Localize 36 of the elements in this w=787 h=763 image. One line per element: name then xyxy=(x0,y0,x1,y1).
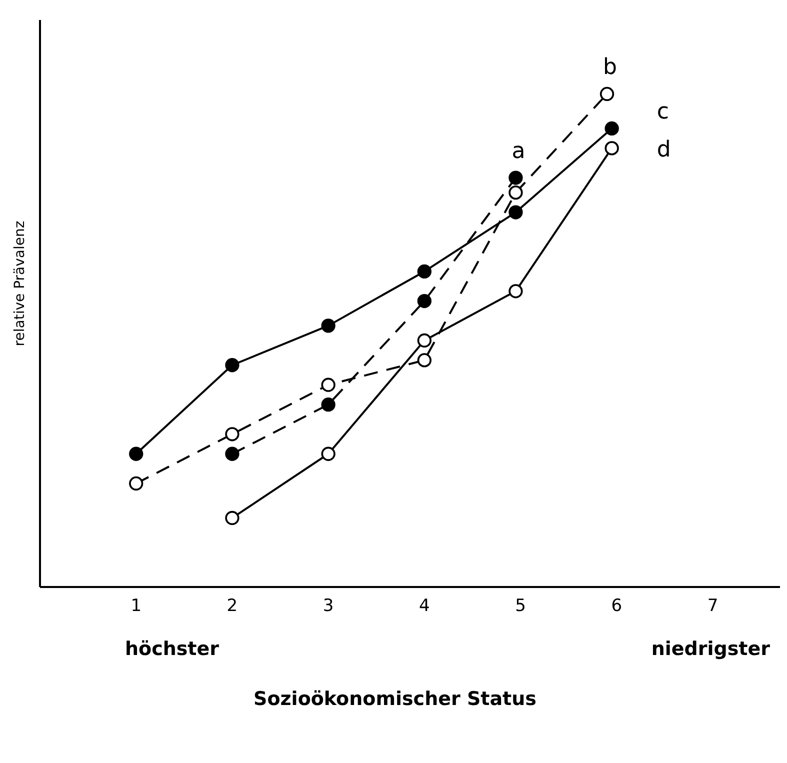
series-label: b xyxy=(603,54,617,80)
point xyxy=(417,333,432,348)
point xyxy=(508,284,523,298)
point xyxy=(417,353,432,368)
point xyxy=(225,358,240,372)
point xyxy=(321,378,336,392)
point xyxy=(604,121,619,136)
x-tick-label: 7 xyxy=(707,596,718,616)
text: niedrigster xyxy=(651,638,771,660)
x-tick-label: 4 xyxy=(419,596,430,616)
point xyxy=(129,446,144,461)
point xyxy=(508,205,523,220)
x-tick-label: 2 xyxy=(226,596,238,616)
point xyxy=(321,318,336,333)
point xyxy=(600,86,614,102)
x-axis-title: Sozioökonomischer Status xyxy=(254,688,536,710)
point xyxy=(604,141,619,156)
point xyxy=(417,294,432,308)
y-axis-title: relative Prävalenz xyxy=(12,220,28,346)
series-label: d xyxy=(656,137,671,162)
point xyxy=(225,446,240,461)
point xyxy=(129,476,144,491)
x-tick-label: 5 xyxy=(515,596,526,616)
x-tick-label: 3 xyxy=(322,596,334,616)
point xyxy=(225,427,240,442)
point xyxy=(508,185,523,200)
point xyxy=(417,264,432,279)
point xyxy=(321,398,336,412)
x-tick-label: 1 xyxy=(130,596,142,616)
point xyxy=(321,446,336,461)
x-tick-label: 6 xyxy=(611,596,622,616)
series-label: c xyxy=(656,99,669,124)
text: höchster xyxy=(125,638,220,660)
series-label: a xyxy=(512,138,526,164)
point xyxy=(225,510,240,526)
point xyxy=(508,170,523,185)
